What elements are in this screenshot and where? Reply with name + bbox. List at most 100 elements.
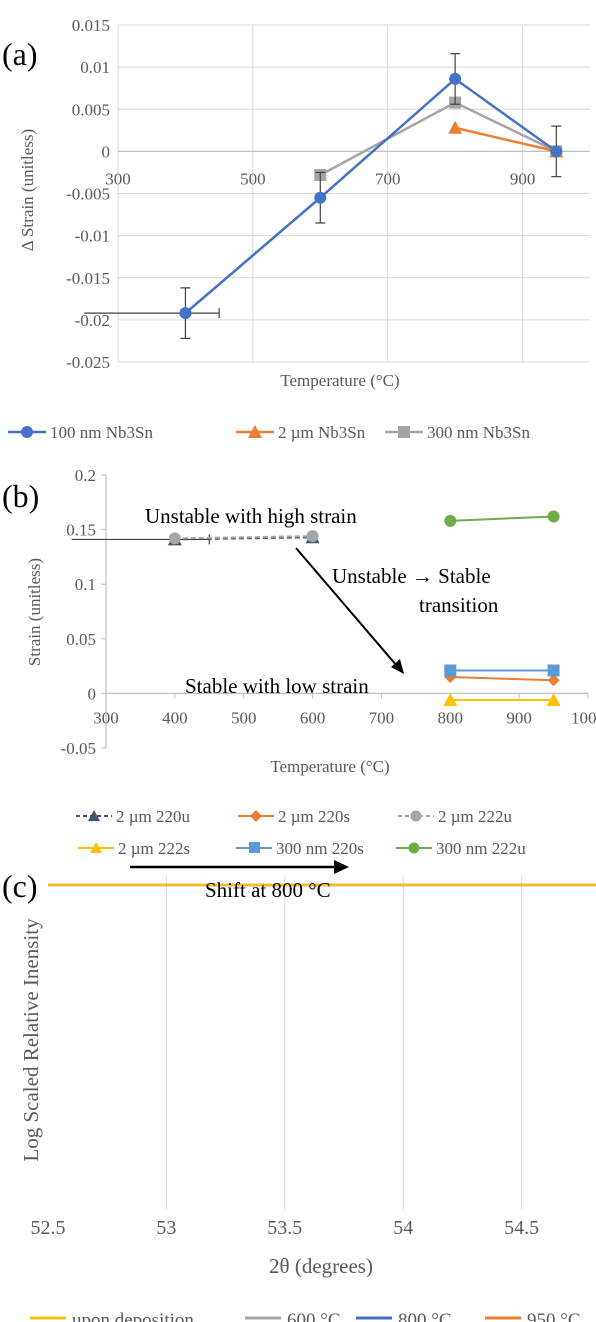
data-point — [550, 145, 563, 158]
legend-item-2um-220u: 2 µm 220u — [76, 807, 191, 826]
data-point — [546, 692, 561, 706]
panel-b-label: (b) — [2, 478, 39, 514]
panel-c-legend: upon deposition 600 °C 800 °C 950 °C — [30, 1310, 581, 1322]
x-tick-label: 700 — [369, 708, 395, 727]
series-100-nm-nb3sn — [84, 53, 563, 340]
x-tick-label: 53.5 — [267, 1217, 302, 1239]
panel-a-xlabel: Temperature (°C) — [280, 371, 399, 390]
panel-b: (b) 0.2 0.15 0.1 0.05 0 -0.05 300 400 500 600 700 8… — [2, 466, 596, 858]
legend-label-600: 600 °C — [287, 1310, 341, 1322]
data-point — [179, 307, 192, 320]
y-tick-label: 0.015 — [72, 16, 110, 35]
panel-c-xlabel: 2θ (degrees) — [269, 1254, 373, 1278]
y-tick-label: 0.005 — [72, 100, 110, 119]
y-tick-label: 0.1 — [75, 575, 96, 594]
legend-marker-100nm — [21, 426, 33, 438]
series-line — [454, 126, 557, 153]
annotation-transition-1: Unstable → Stable — [332, 564, 491, 588]
data-point — [306, 530, 319, 543]
x-tick-label: 54.5 — [504, 1217, 539, 1239]
y-tick-label: -0.01 — [75, 227, 110, 246]
legend-item-2um-222u: 2 µm 222u — [398, 807, 513, 826]
y-tick-label: 0 — [102, 142, 111, 161]
y-tick-label: -0.005 — [66, 185, 110, 204]
legend-item-300nm-220s: 300 nm 220s — [236, 839, 364, 858]
panel-a-ylabel: Δ Strain (unitless) — [18, 129, 37, 251]
y-tick-label: 0.2 — [75, 466, 96, 485]
panel-c-grid — [165, 875, 523, 1210]
legend-marker-2um — [248, 425, 262, 438]
legend-label-800: 800 °C — [398, 1310, 452, 1322]
x-tick-label: 53 — [156, 1217, 176, 1239]
legend-label-2um-222s: 2 µm 222s — [118, 839, 190, 858]
data-point — [444, 664, 457, 677]
series-line — [174, 536, 313, 541]
panel-b-legend: 2 µm 220u 2 µm 220s 2 µm 222u 2 µm 222s — [76, 807, 526, 858]
annotation-transition-2: transition — [419, 593, 499, 617]
annotation-stable-low: Stable with low strain — [185, 674, 369, 698]
data-point — [547, 674, 560, 687]
series-line — [319, 101, 557, 177]
panel-a-grid — [117, 24, 590, 363]
legend-item-300nm-222u: 300 nm 222u — [396, 839, 526, 858]
shift-arrow — [130, 860, 349, 874]
y-tick-label: 0.15 — [66, 521, 96, 540]
panel-a-legend: 100 nm Nb3Sn 2 µm Nb3Sn 300 nm Nb3Sn — [8, 423, 530, 442]
x-tick-label: 800 — [438, 708, 464, 727]
series-2-m-220s — [444, 671, 560, 687]
x-tick-label: 1000 — [571, 708, 596, 727]
y-tick-label: 0.01 — [80, 58, 110, 77]
data-point — [168, 532, 181, 545]
x-tick-label: 300 — [105, 169, 131, 188]
legend-label-2um-222u: 2 µm 222u — [438, 807, 513, 826]
data-point — [448, 120, 463, 134]
y-tick-label: 0.05 — [66, 630, 96, 649]
x-tick-label: 54 — [393, 1217, 413, 1239]
data-point — [449, 72, 462, 85]
series-line — [450, 676, 554, 682]
data-point — [547, 664, 560, 677]
y-tick-label: -0.015 — [66, 269, 110, 288]
legend-label-300nm-220s: 300 nm 220s — [276, 839, 364, 858]
y-tick-label: -0.02 — [75, 311, 110, 330]
panel-a-ticks: 0.015 0.01 0.005 0 -0.005 -0.01 -0.015 -0.02 -0.… — [66, 16, 535, 372]
legend-item-2um-222s: 2 µm 222s — [78, 839, 190, 858]
x-tick-label: 52.5 — [31, 1217, 66, 1239]
data-point — [314, 191, 327, 204]
legend-label-deposition: upon deposition — [72, 1310, 194, 1322]
legend-label-2um-220u: 2 µm 220u — [116, 807, 191, 826]
annotation-shift: Shift at 800 °C — [205, 878, 331, 902]
legend-label-2um-220s: 2 µm 220s — [278, 807, 350, 826]
x-tick-label: 500 — [231, 708, 257, 727]
legend-label-950: 950 °C — [527, 1310, 581, 1322]
series-line — [450, 515, 554, 522]
x-tick-label: 900 — [510, 169, 536, 188]
annotation-unstable-high: Unstable with high strain — [145, 504, 357, 528]
y-tick-label: -0.05 — [61, 739, 96, 758]
panel-a-label: (a) — [2, 36, 38, 72]
series-300-nm-222u — [444, 510, 560, 527]
x-tick-label: 500 — [240, 169, 266, 188]
series-2-m-222u — [168, 530, 319, 545]
legend-label-2um: 2 µm Nb3Sn — [278, 423, 366, 442]
x-tick-label: 900 — [506, 708, 532, 727]
y-tick-label: -0.025 — [66, 353, 110, 372]
transition-arrow — [295, 547, 404, 674]
panel-b-series — [71, 510, 561, 706]
panel-c-ylabel: Log Scaled Relative Inensity — [19, 918, 43, 1162]
legend-label-300nm-222u: 300 nm 222u — [436, 839, 526, 858]
x-tick-label: 300 — [93, 708, 119, 727]
series-line — [184, 77, 558, 315]
panel-b-ticks: 0.2 0.15 0.1 0.05 0 -0.05 300 400 500 600 700 800 90… — [61, 466, 596, 758]
y-tick-label: 0 — [88, 684, 97, 703]
panel-b-xlabel: Temperature (°C) — [270, 757, 389, 776]
panel-b-ylabel: Strain (unitless) — [25, 558, 44, 666]
series-300-nm-220s — [444, 664, 560, 677]
legend-label-100nm: 100 nm Nb3Sn — [50, 423, 153, 442]
panel-c-label: (c) — [2, 868, 38, 904]
legend-label-300nm: 300 nm Nb3Sn — [427, 423, 530, 442]
legend-item-2um-220s: 2 µm 220s — [238, 807, 350, 826]
